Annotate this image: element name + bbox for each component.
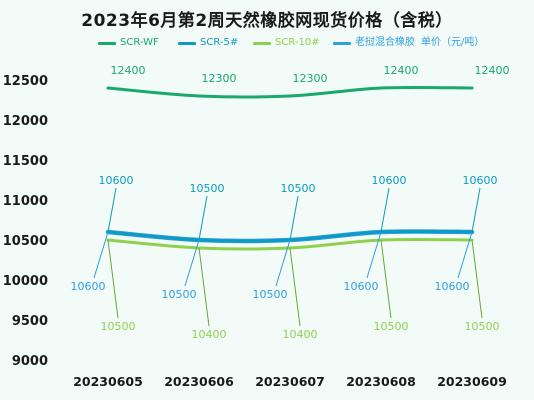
legend-swatch-scr-5: [178, 41, 196, 45]
data-label-scr-10: 10500: [465, 320, 500, 333]
legend-label-scr-5: SCR-5#: [200, 37, 239, 48]
x-tick-label: 20230605: [73, 374, 143, 389]
y-tick-label: 11000: [3, 194, 48, 209]
legend-swatch-mixed: [333, 41, 351, 45]
legend-label-scr-10: SCR-10#: [275, 37, 320, 48]
y-tick-label: 12000: [3, 114, 48, 129]
legend-item-scr-wf: SCR-WF: [98, 36, 159, 50]
x-tick-label: 20230608: [346, 374, 416, 389]
leader-line-scr-10: [107, 239, 119, 319]
leader-line-scr-5: [107, 187, 117, 233]
leader-line-mixed: [457, 231, 473, 279]
legend-swatch-scr-wf: [98, 41, 116, 45]
legend-item-scr-10: SCR-10#: [253, 36, 320, 50]
legend-label-scr-wf: SCR-WF: [120, 37, 159, 48]
data-label-mixed: 10500: [253, 288, 288, 301]
data-label-scr-wf: 12400: [475, 64, 510, 77]
data-label-scr-10: 10400: [283, 328, 318, 341]
leader-line-scr-10: [471, 239, 483, 319]
chart-title: 2023年6月第2周天然橡胶网现货价格（含税）: [81, 11, 453, 31]
data-label-scr-wf: 12300: [293, 72, 328, 85]
data-label-scr-10: 10500: [374, 320, 409, 333]
leader-line-mixed: [184, 239, 200, 287]
y-tick-label: 10500: [3, 234, 48, 249]
leader-line-scr-10: [380, 239, 392, 319]
data-label-scr-wf: 12400: [111, 64, 146, 77]
data-label-scr-10: 10400: [192, 328, 227, 341]
x-tick-label: 20230609: [437, 374, 507, 389]
data-label-scr-10: 10500: [101, 320, 136, 333]
x-tick-label: 20230606: [164, 374, 234, 389]
leader-line-scr-10: [289, 247, 301, 327]
data-label-mixed: 10600: [344, 280, 379, 293]
data-label-mixed: 10600: [435, 280, 470, 293]
data-label-scr-5: 10500: [190, 182, 225, 195]
leader-line-scr-10: [198, 247, 210, 327]
y-tick-label: 9000: [12, 354, 48, 369]
leader-line-scr-5: [380, 187, 390, 233]
data-label-scr-5: 10600: [372, 174, 407, 187]
y-tick-label: 9500: [12, 314, 48, 329]
leader-line-mixed: [275, 239, 291, 287]
leader-line-scr-5: [198, 195, 208, 241]
data-label-mixed: 10500: [162, 288, 197, 301]
y-tick-label: 10000: [3, 274, 48, 289]
leader-line-mixed: [93, 231, 109, 279]
legend-item-scr-5: SCR-5#: [178, 36, 238, 50]
series-line-scr-wf: [106, 85, 474, 99]
data-label-scr-5: 10600: [99, 174, 134, 187]
legend-swatch-scr-10: [253, 41, 271, 45]
legend-item-mixed: 老挝混合橡胶 单价（元/吨）: [333, 36, 484, 50]
leader-line-mixed: [366, 231, 382, 279]
y-tick-label: 12500: [3, 74, 48, 89]
data-label-scr-wf: 12300: [202, 72, 237, 85]
y-tick-label: 11500: [3, 154, 48, 169]
leader-line-scr-5: [289, 195, 299, 241]
leader-line-scr-5: [471, 187, 481, 233]
data-label-mixed: 10600: [71, 280, 106, 293]
legend-label-mixed: 老挝混合橡胶: [355, 37, 415, 48]
data-label-scr-5: 10500: [281, 182, 316, 195]
legend-unit-note: 单价（元/吨）: [421, 37, 485, 48]
data-label-scr-5: 10600: [463, 174, 498, 187]
data-label-scr-wf: 12400: [384, 64, 419, 77]
legend: SCR-WF SCR-5# SCR-10# 老挝混合橡胶 单价（元/吨）: [98, 36, 518, 52]
x-tick-label: 20230607: [255, 374, 325, 389]
